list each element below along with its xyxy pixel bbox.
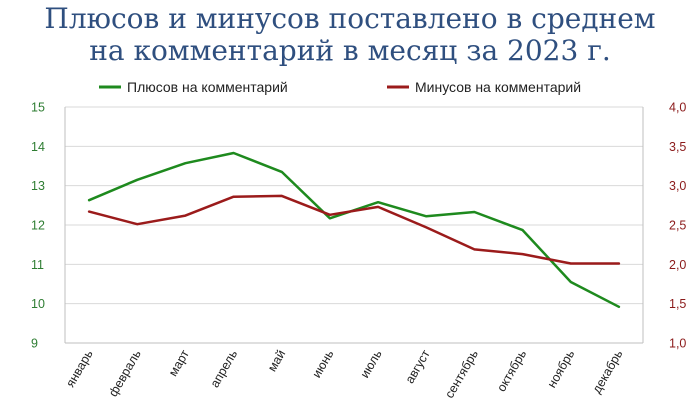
y-right-tick-label: 2,5 (669, 219, 686, 233)
x-tick-label: апрель (208, 348, 241, 391)
y-right-tick-label: 3,0 (669, 179, 686, 193)
x-tick-label: октябрь (494, 348, 529, 395)
x-tick-label: сентябрь (442, 347, 481, 400)
y-left-tick-label: 10 (31, 297, 45, 311)
y-right-tick-label: 3,5 (669, 140, 686, 154)
series-line-plus (87, 151, 621, 309)
y-left-tick-label: 13 (31, 179, 45, 193)
y-left-tick-label: 12 (31, 219, 45, 233)
x-tick-label: февраль (106, 348, 144, 400)
y-left-tick-label: 11 (31, 258, 44, 272)
series-line-minus (87, 194, 621, 265)
y-left-tick-label: 14 (31, 140, 45, 154)
y-right-tick-label: 1,0 (669, 337, 686, 351)
chart-title-line-2: на комментарий в месяц за 2023 г. (89, 34, 611, 67)
x-tick-label: январь (63, 348, 95, 390)
x-tick-label: июнь (309, 348, 336, 381)
gridlines (65, 106, 643, 344)
x-axis-ticks: январь февраль март апрель май июнь июль август… (63, 347, 625, 400)
y-left-tick-label: 15 (31, 101, 45, 115)
series (87, 151, 621, 309)
x-tick-label: ноябрь (545, 348, 578, 391)
chart-title-line-1: Плюсов и минусов поставлено в среднем (44, 2, 655, 35)
y-axis-right-ticks: 4,0 3,5 3,0 2,5 2,0 1,5 1,0 (669, 101, 686, 351)
y-right-tick-label: 1,5 (669, 297, 686, 311)
x-tick-label: декабрь (590, 348, 626, 396)
y-right-tick-label: 4,0 (669, 101, 686, 115)
axes (64, 107, 644, 344)
x-tick-label: март (166, 347, 192, 378)
legend-label-minus: Минусов на комментарий (415, 79, 581, 95)
x-tick-label: май (265, 347, 288, 374)
y-axis-left-ticks: 15 14 13 12 11 10 9 (31, 101, 45, 351)
x-tick-label: август (403, 347, 433, 386)
y-right-tick-label: 2,0 (669, 258, 686, 272)
legend: Плюсов на комментарий Минусов на коммент… (99, 79, 581, 95)
x-tick-label: июль (358, 348, 385, 381)
y-left-tick-label: 9 (31, 337, 38, 351)
legend-label-plus: Плюсов на комментарий (127, 79, 288, 95)
